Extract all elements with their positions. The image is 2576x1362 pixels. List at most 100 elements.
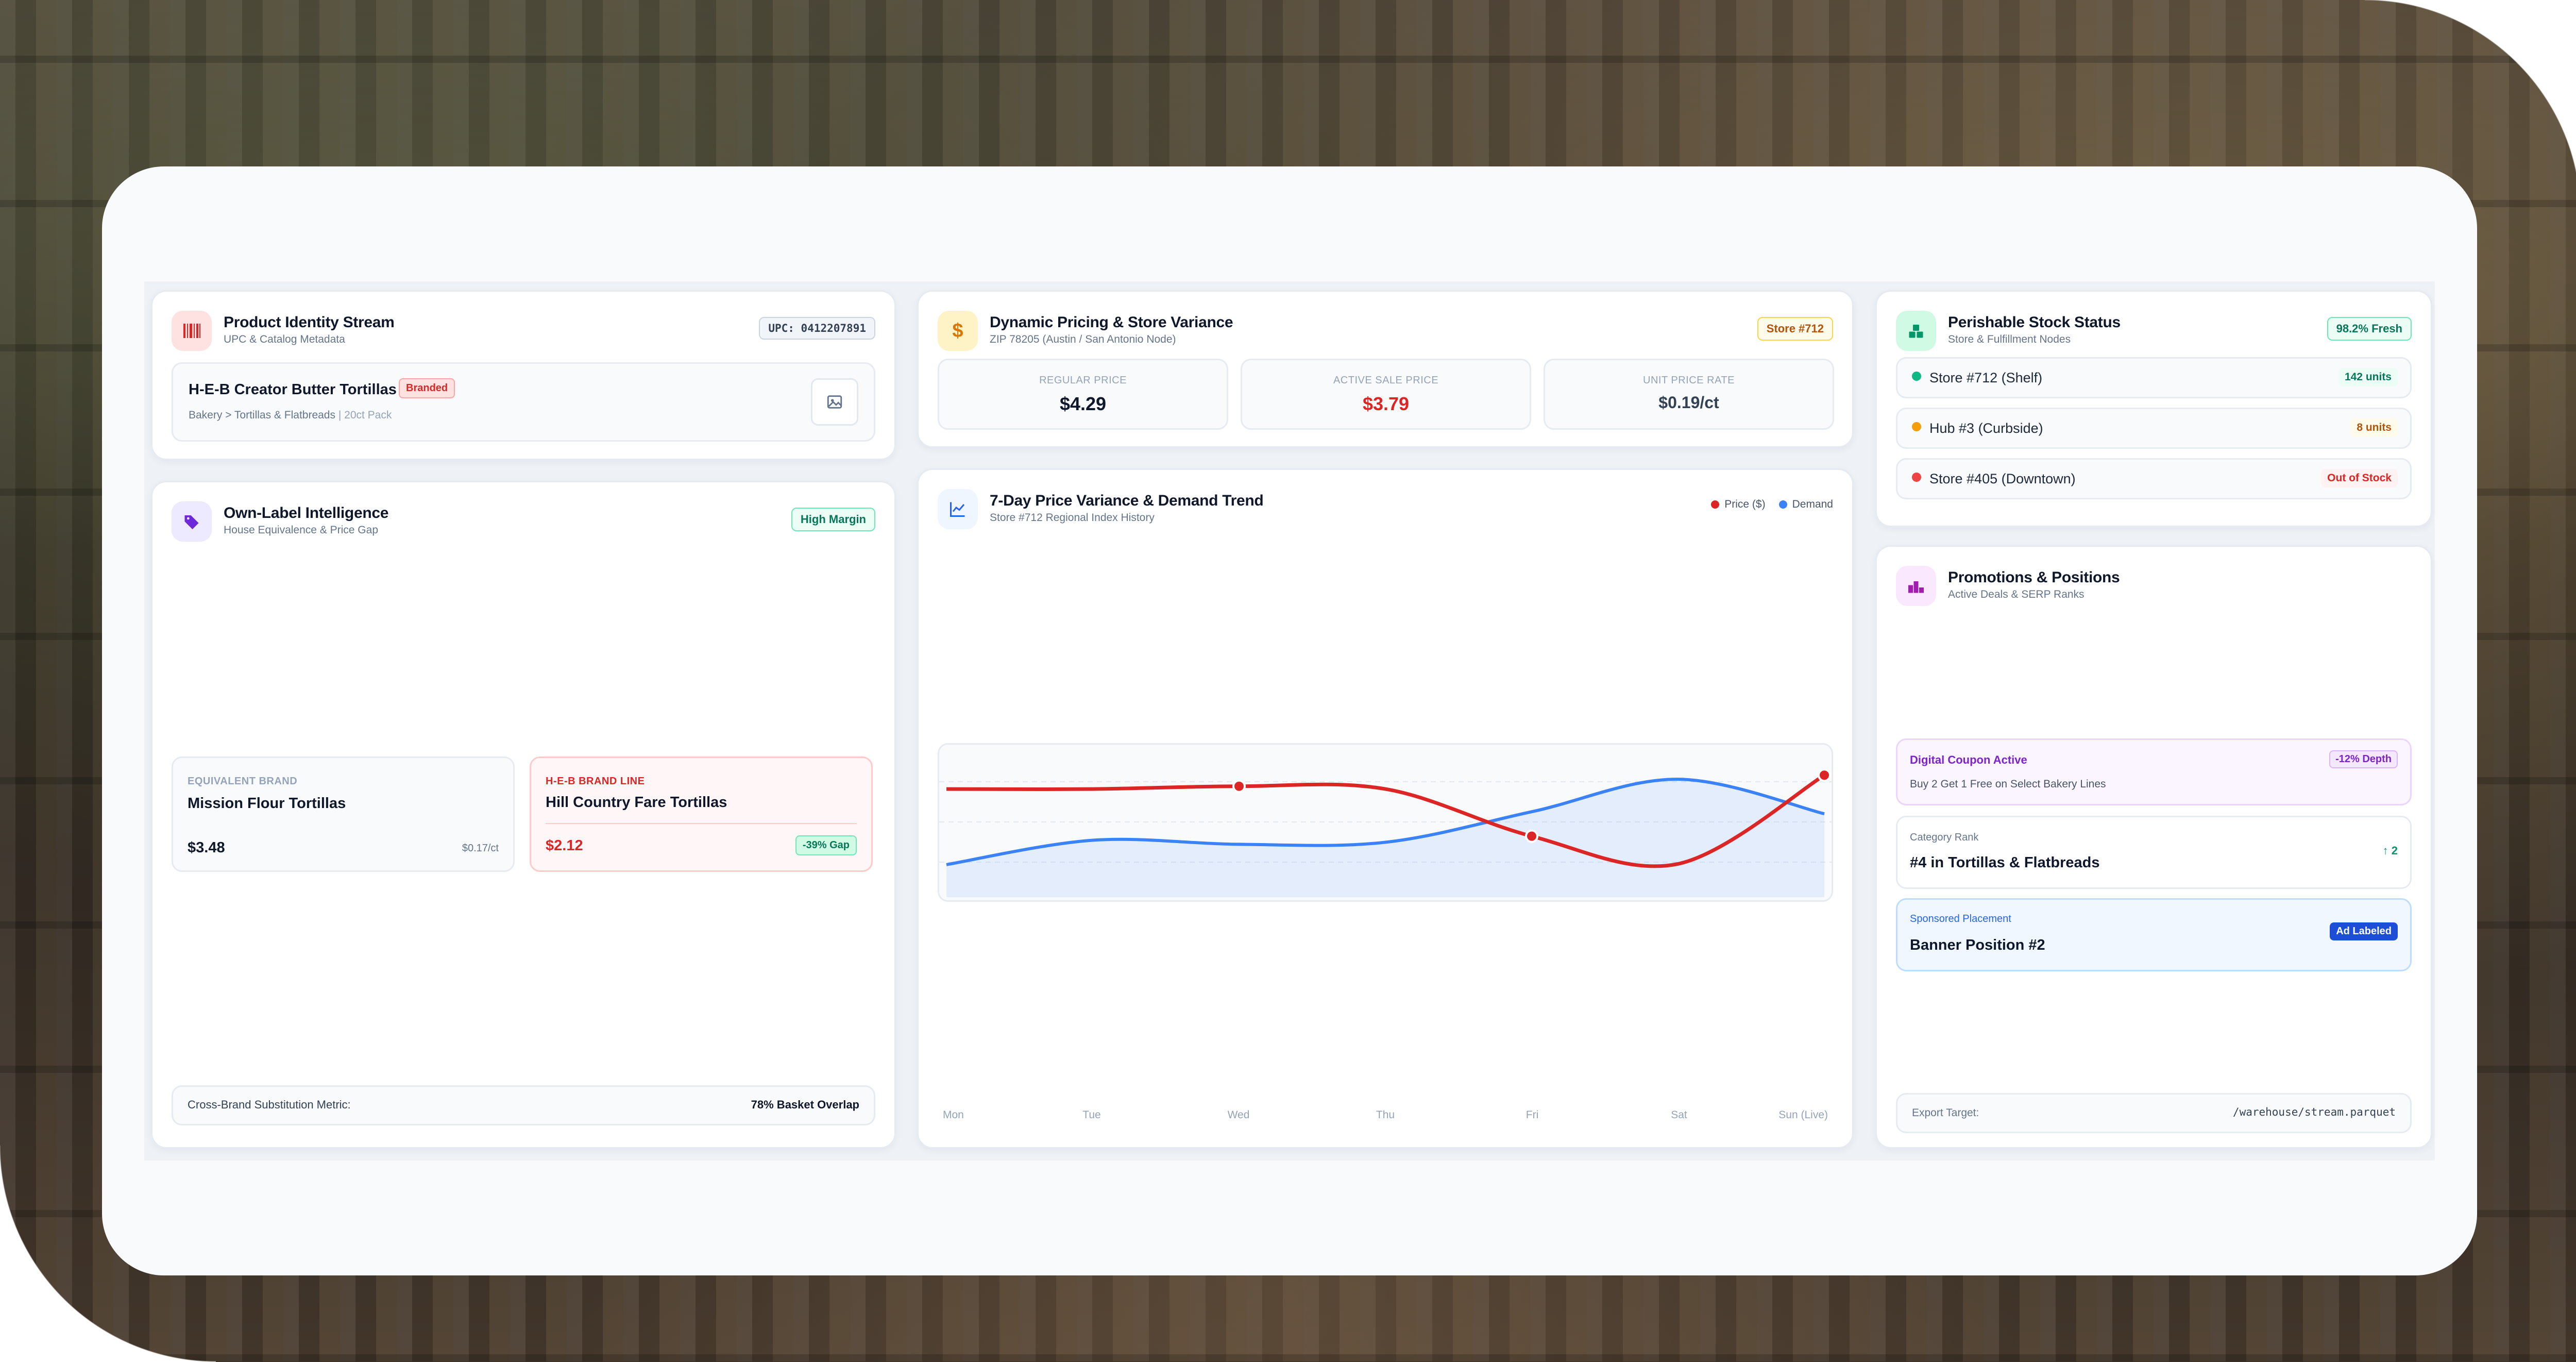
rank-change: ↑ 2 [2382, 844, 2398, 857]
stock-row: Hub #3 (Curbside) 8 units [1896, 408, 2412, 449]
dashboard-frame: Product Identity Stream UPC & Catalog Me… [102, 166, 2477, 1275]
heb-brand-label: H-E-B BRAND LINE [546, 776, 645, 787]
sponsored-value: Banner Position #2 [1910, 937, 2045, 953]
dashboard-grid: Product Identity Stream UPC & Catalog Me… [144, 281, 2435, 1161]
breadcrumb-path: Bakery > Tortillas & Flatbreads [189, 409, 335, 421]
unit-price-label: UNIT PRICE RATE [1643, 375, 1735, 386]
barcode-icon [172, 311, 212, 351]
card-title: Own-Label Intelligence [224, 505, 389, 522]
price-point[interactable] [1525, 829, 1538, 843]
stock-row-value: 8 units [2350, 418, 2398, 437]
podium-icon [1896, 566, 1936, 606]
x-tick-label: Thu [1376, 1109, 1395, 1121]
dollar-icon: $ [938, 311, 978, 351]
card-subtitle: ZIP 78205 (Austin / San Antonio Node) [990, 333, 1176, 345]
x-tick-label: Sun (Live) [1778, 1109, 1828, 1121]
regular-price-label: REGULAR PRICE [1039, 375, 1127, 386]
sale-price-value: $3.79 [1362, 393, 1410, 414]
store-badge: Store #712 [1757, 317, 1833, 341]
price-point[interactable] [1232, 779, 1246, 793]
sponsored-label: Sponsored Placement [1910, 913, 2011, 924]
branded-tag: Branded [399, 378, 455, 398]
legend-demand-swatch [1778, 500, 1787, 509]
heb-brand-name: Hill Country Fare Tortillas [546, 794, 727, 811]
legend-price: Price ($) [1711, 498, 1766, 511]
card-title: Promotions & Positions [1948, 569, 2120, 586]
heb-brand-price: $2.12 [546, 837, 583, 854]
unit-price-box: UNIT PRICE RATE $0.19/ct [1544, 359, 1834, 430]
status-dot [1912, 473, 1921, 482]
line-chart-icon [938, 489, 978, 529]
sale-price-label: ACTIVE SALE PRICE [1333, 375, 1439, 386]
stock-row-value: 142 units [2338, 368, 2398, 386]
price-point[interactable] [1818, 768, 1831, 782]
card-title: Perishable Stock Status [1948, 314, 2121, 331]
legend-demand-label: Demand [1792, 498, 1833, 510]
stock-row: Store #712 (Shelf) 142 units [1896, 357, 2412, 398]
image-icon [827, 395, 842, 409]
card-subtitle: UPC & Catalog Metadata [224, 333, 345, 345]
sponsored-box: Sponsored Placement Banner Position #2 A… [1896, 898, 2412, 971]
product-breadcrumb: Bakery > Tortillas & Flatbreads | 20ct P… [189, 409, 392, 422]
x-axis-labels: Mon Tue Wed Thu Fri Sat Sun (Live) [938, 1109, 1833, 1124]
x-tick-label: Fri [1526, 1109, 1539, 1121]
regular-price-value: $4.29 [1059, 393, 1107, 414]
tag-icon [172, 501, 212, 542]
stock-card: Perishable Stock Status Store & Fulfillm… [1875, 290, 2432, 527]
equivalent-brand-box: EQUIVALENT BRAND Mission Flour Tortillas… [172, 756, 515, 872]
rank-label: Category Rank [1910, 832, 1979, 843]
own-label-card: Own-Label Intelligence House Equivalence… [151, 481, 896, 1149]
unit-price-value: $0.19/ct [1658, 393, 1719, 412]
demand-area [946, 779, 1824, 897]
equivalent-name: Mission Flour Tortillas [188, 795, 346, 812]
card-title: Product Identity Stream [224, 314, 395, 331]
legend-price-label: Price ($) [1724, 498, 1766, 510]
equivalent-unit-price: $0.17/ct [462, 843, 499, 854]
product-identity-card: Product Identity Stream UPC & Catalog Me… [151, 290, 896, 460]
status-dot [1912, 372, 1921, 381]
x-tick-label: Sat [1671, 1109, 1687, 1121]
stock-row-name: Hub #3 (Curbside) [1929, 421, 2043, 436]
coupon-box: Digital Coupon Active -12% Depth Buy 2 G… [1896, 738, 2412, 805]
image-button[interactable] [811, 378, 858, 426]
legend-demand: Demand [1778, 498, 1833, 511]
x-tick-label: Mon [943, 1109, 964, 1121]
card-subtitle: Active Deals & SERP Ranks [1948, 588, 2084, 600]
ad-labeled-badge: Ad Labeled [2330, 922, 2398, 940]
sale-price-box: ACTIVE SALE PRICE $3.79 [1241, 359, 1531, 430]
price-line [946, 774, 1825, 868]
heb-brand-box: H-E-B BRAND LINE Hill Country Fare Torti… [530, 756, 873, 872]
upc-badge: UPC: 0412207891 [759, 317, 875, 340]
fresh-badge: 98.2% Fresh [2327, 317, 2412, 341]
boxes-icon [1896, 311, 1936, 351]
coupon-description: Buy 2 Get 1 Free on Select Bakery Lines [1910, 778, 2106, 790]
metric-value: 78% Basket Overlap [751, 1098, 859, 1111]
coupon-title: Digital Coupon Active [1910, 753, 2027, 766]
product-box: H-E-B Creator Butter Tortillas Branded B… [172, 362, 875, 442]
card-subtitle: House Equivalence & Price Gap [224, 524, 378, 536]
rank-value: #4 in Tortillas & Flatbreads [1910, 854, 2100, 871]
stock-row-value: Out of Stock [2321, 469, 2398, 487]
divider [546, 823, 857, 824]
dynamic-pricing-card: $ Dynamic Pricing & Store Variance ZIP 7… [917, 290, 1854, 448]
stock-row: Store #405 (Downtown) Out of Stock [1896, 458, 2412, 499]
x-tick-label: Tue [1082, 1109, 1101, 1121]
coupon-badge: -12% Depth [2329, 750, 2398, 768]
card-title: Dynamic Pricing & Store Variance [990, 314, 1233, 331]
export-label: Export Target: [1912, 1107, 1979, 1119]
status-dot [1912, 422, 1921, 431]
high-margin-badge: High Margin [791, 508, 875, 531]
promotions-card: Promotions & Positions Active Deals & SE… [1875, 545, 2432, 1149]
stock-row-name: Store #712 (Shelf) [1929, 370, 2043, 385]
category-rank-box: Category Rank #4 in Tortillas & Flatbrea… [1896, 816, 2412, 889]
regular-price-box: REGULAR PRICE $4.29 [938, 359, 1228, 430]
substitution-metric-bar: Cross-Brand Substitution Metric: 78% Bas… [172, 1085, 875, 1125]
card-title: 7-Day Price Variance & Demand Trend [990, 492, 1264, 509]
trend-card: 7-Day Price Variance & Demand Trend Stor… [917, 468, 1854, 1149]
stock-row-name: Store #405 (Downtown) [1929, 471, 2076, 486]
equivalent-label: EQUIVALENT BRAND [188, 776, 298, 787]
card-subtitle: Store & Fulfillment Nodes [1948, 333, 2071, 345]
export-target-bar: Export Target: /warehouse/stream.parquet [1896, 1093, 2412, 1133]
export-path: /warehouse/stream.parquet [2232, 1106, 2396, 1118]
equivalent-price: $3.48 [188, 839, 225, 856]
